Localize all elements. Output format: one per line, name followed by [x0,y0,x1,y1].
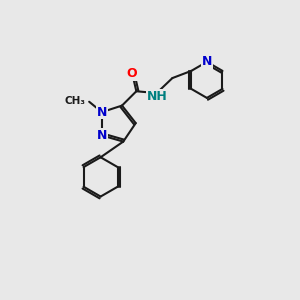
Text: O: O [127,67,137,80]
Text: N: N [97,106,107,118]
Text: N: N [202,56,212,68]
Text: CH₃: CH₃ [64,96,85,106]
Text: N: N [97,129,107,142]
Text: NH: NH [147,90,168,103]
